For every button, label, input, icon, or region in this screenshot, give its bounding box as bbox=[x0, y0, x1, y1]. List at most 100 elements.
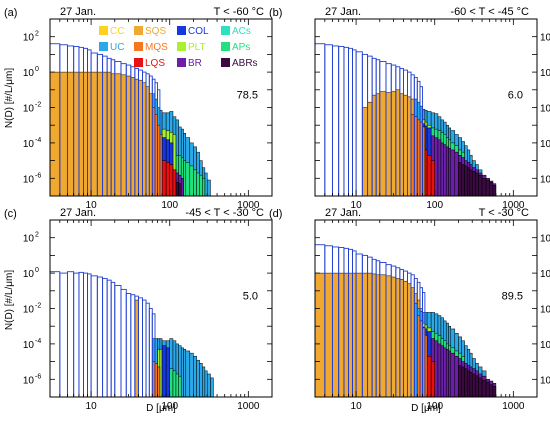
bar-sqs bbox=[97, 71, 103, 196]
bar-lqs bbox=[161, 160, 167, 196]
x-tick-label: 10 bbox=[351, 200, 363, 211]
x-tick-label: 10 bbox=[351, 401, 363, 412]
panel-value: 78.5 bbox=[237, 90, 258, 102]
bar-abrs bbox=[458, 162, 462, 196]
legend-label-aps: APs bbox=[232, 42, 250, 53]
legend-swatch-lqs bbox=[134, 58, 143, 67]
bar-sqs bbox=[134, 299, 139, 397]
bar-br bbox=[440, 142, 444, 196]
bar-total-outline bbox=[145, 302, 150, 397]
bar-abrs bbox=[471, 171, 476, 196]
bar-total-outline bbox=[102, 277, 108, 397]
x-tick-label: 1000 bbox=[237, 401, 260, 412]
legend-swatch-col bbox=[177, 26, 186, 35]
x-tick-label: 1000 bbox=[502, 401, 525, 412]
y-tick-label: 10 bbox=[23, 174, 35, 185]
x-tick-label: 100 bbox=[426, 401, 443, 412]
plot-area bbox=[315, 244, 497, 397]
legend-label-sqs: SQS bbox=[145, 26, 166, 37]
bar-br bbox=[454, 356, 459, 397]
bar-sqs bbox=[403, 280, 408, 397]
legend-label-plt: PLT bbox=[188, 42, 206, 53]
bar-abrs bbox=[478, 377, 483, 397]
bar-aps bbox=[178, 375, 182, 397]
bar-uc bbox=[180, 347, 184, 397]
bar-sqs bbox=[362, 107, 368, 196]
panel-value: 6.0 bbox=[508, 90, 523, 102]
legend-swatch-uc bbox=[99, 42, 108, 51]
bar-br bbox=[437, 139, 442, 196]
bar-total-outline bbox=[315, 43, 326, 196]
bar-total-outline bbox=[352, 49, 357, 196]
bar-total-outline bbox=[66, 271, 75, 397]
bar-total-outline bbox=[96, 276, 104, 397]
bar-sqs bbox=[59, 71, 68, 196]
y-tick-label: 10 bbox=[23, 375, 35, 386]
panel-temperature: T < -60 °C bbox=[214, 6, 264, 18]
plot-area bbox=[50, 271, 214, 397]
bar-abrs bbox=[464, 368, 468, 397]
y-tick-label: 10 bbox=[540, 174, 550, 185]
panel-label: (a) bbox=[4, 7, 17, 19]
bar-sqs bbox=[355, 272, 363, 397]
y-tick-label: 10 bbox=[23, 234, 35, 245]
y-tick-label: 10 bbox=[23, 68, 35, 79]
bar-total-outline bbox=[83, 272, 88, 397]
bar-sqs bbox=[379, 274, 387, 397]
bar-sqs bbox=[403, 94, 408, 196]
bar-total-outline bbox=[125, 293, 132, 397]
y-tick-exponent: 0 bbox=[35, 66, 39, 73]
bar-abrs bbox=[492, 185, 497, 196]
plot-area bbox=[50, 43, 211, 196]
bar-aps bbox=[202, 178, 206, 196]
bar-aps bbox=[199, 174, 203, 196]
bar-mqs bbox=[410, 114, 415, 196]
y-tick-label: 10 bbox=[23, 33, 35, 44]
bar-sqs bbox=[348, 272, 353, 397]
panel-value: 89.5 bbox=[502, 291, 523, 303]
bar-aps bbox=[193, 169, 197, 196]
bar-sqs bbox=[379, 91, 387, 196]
bar-abrs bbox=[481, 178, 487, 196]
bar-sqs bbox=[395, 89, 401, 196]
y-tick-exponent: -6 bbox=[35, 373, 41, 380]
bar-sqs bbox=[367, 272, 373, 397]
bar-uc bbox=[202, 366, 206, 397]
bar-abrs bbox=[475, 375, 479, 397]
bar-sqs bbox=[324, 272, 333, 397]
bar-br bbox=[443, 347, 447, 397]
y-tick-label: 10 bbox=[540, 375, 550, 386]
y-tick-label: 10 bbox=[540, 104, 550, 115]
bar-sqs bbox=[110, 73, 116, 196]
bar-sqs bbox=[134, 78, 139, 196]
bar-total-outline bbox=[78, 271, 84, 397]
x-tick-label: 10 bbox=[86, 401, 98, 412]
y-tick-exponent: 2 bbox=[35, 31, 39, 38]
y-tick-label: 10 bbox=[540, 269, 550, 280]
bar-sqs bbox=[102, 71, 108, 196]
bar-br bbox=[180, 178, 184, 196]
bar-abrs bbox=[492, 386, 497, 397]
panel-temperature: -45 < T < -30 °C bbox=[185, 207, 264, 219]
bar-total-outline bbox=[157, 89, 161, 196]
plot-area bbox=[315, 43, 497, 196]
bar-sqs bbox=[410, 287, 415, 397]
bar-total-outline bbox=[324, 44, 333, 196]
y-tick-exponent: -2 bbox=[35, 303, 41, 310]
legend-label-acs: ACs bbox=[232, 26, 251, 37]
bar-total-outline bbox=[137, 297, 143, 397]
y-axis-label-bottom: N(D) [#/L/μm] bbox=[4, 270, 15, 330]
y-tick-label: 10 bbox=[540, 139, 550, 150]
x-tick-label: 100 bbox=[426, 200, 443, 211]
bar-total-outline bbox=[130, 294, 136, 397]
bar-total-outline bbox=[343, 46, 349, 196]
bar-lqs bbox=[426, 356, 432, 397]
y-tick-label: 10 bbox=[540, 33, 550, 44]
bar-col bbox=[165, 347, 170, 397]
bar-uc bbox=[193, 356, 197, 397]
bar-total-outline bbox=[114, 285, 122, 397]
legend-label-abrs: ABRs bbox=[232, 58, 258, 69]
legend-label-mqs: MQS bbox=[145, 42, 168, 53]
bar-aps bbox=[175, 373, 179, 397]
